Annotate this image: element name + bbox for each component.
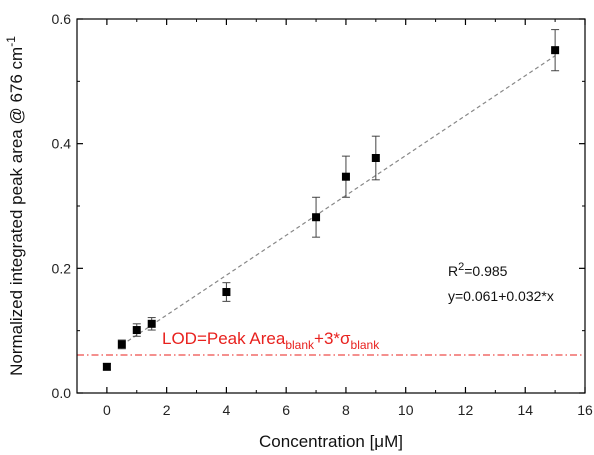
data-point [551,46,560,55]
x-tick-label: 6 [282,402,290,418]
data-point [132,326,141,335]
data-point [117,340,126,349]
axis-ticks: 0 2 4 6 8 10 12 14 16 0.0 0.2 0.4 0.6 [52,11,593,418]
x-tick-label: 16 [577,402,593,418]
lod-annotation: LOD=Peak Areablank+3*σblank [162,329,380,352]
data-point [312,213,321,222]
y-axis-title: Normalized integrated peak area @ 676 cm… [4,36,26,376]
x-tick-label: 12 [458,402,474,418]
y-tick-label: 0.4 [52,136,72,152]
plot-frame [76,18,586,394]
x-tick-label: 14 [517,402,533,418]
data-point [371,154,380,163]
x-axis-title: Concentration [μM] [259,432,403,451]
y-tick-label: 0.0 [52,385,72,401]
fit-equation-annotation: y=0.061+0.032*x [448,288,554,304]
x-tick-label: 10 [398,402,414,418]
x-tick-label: 0 [103,402,111,418]
data-point [341,172,350,181]
x-tick-label: 8 [342,402,350,418]
data-point [147,319,156,328]
data-point [102,362,111,371]
x-tick-label: 2 [163,402,171,418]
chart-lines [77,55,585,356]
y-tick-label: 0.2 [52,260,72,276]
x-tick-label: 4 [223,402,231,418]
data-point [222,288,231,297]
y-tick-label: 0.6 [52,11,72,27]
r-squared-annotation: R2=0.985 [448,261,508,279]
data-points [102,29,560,371]
fit-line [121,55,556,346]
